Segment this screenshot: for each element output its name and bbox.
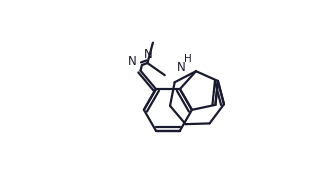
Text: H: H <box>184 54 192 64</box>
Text: N: N <box>144 48 153 61</box>
Text: N: N <box>128 55 137 68</box>
Text: N: N <box>177 61 186 74</box>
